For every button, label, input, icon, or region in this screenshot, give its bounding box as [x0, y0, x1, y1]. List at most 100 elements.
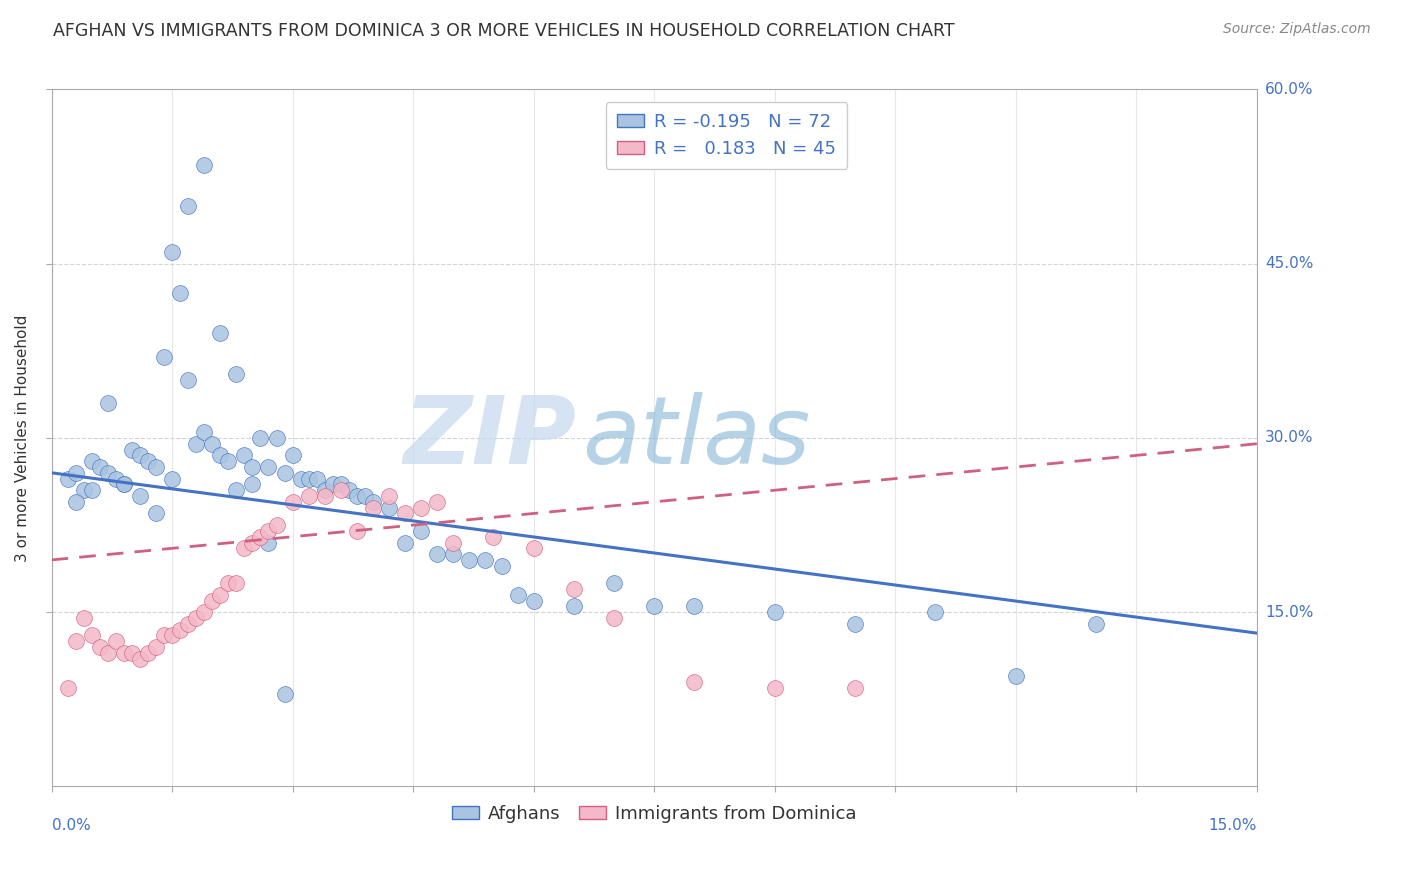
Point [844, 681, 866, 695]
Point [186, 611, 208, 625]
Point [458, 553, 481, 567]
Point [249, 530, 271, 544]
Point [394, 535, 416, 549]
Point [281, 449, 304, 463]
Text: 45.0%: 45.0% [1265, 256, 1313, 271]
Point [305, 472, 328, 486]
Text: 60.0%: 60.0% [1265, 82, 1313, 97]
Y-axis label: 3 or more Vehicles in Household: 3 or more Vehicles in Household [15, 314, 30, 562]
Point [225, 576, 247, 591]
Point [273, 687, 295, 701]
Text: Source: ZipAtlas.com: Source: ZipAtlas.com [1223, 22, 1371, 37]
Point [169, 285, 191, 300]
Point [314, 483, 336, 498]
Text: 15.0%: 15.0% [1265, 605, 1313, 620]
Point [361, 500, 384, 515]
Point [683, 599, 706, 614]
Point [491, 558, 513, 573]
Point [298, 489, 321, 503]
Point [80, 628, 103, 642]
Point [290, 472, 312, 486]
Point [329, 477, 352, 491]
Text: atlas: atlas [582, 392, 810, 483]
Point [562, 599, 585, 614]
Point [233, 541, 256, 556]
Point [441, 547, 464, 561]
Point [361, 495, 384, 509]
Point [314, 489, 336, 503]
Point [411, 524, 433, 538]
Point [924, 605, 946, 619]
Point [193, 158, 215, 172]
Point [209, 449, 232, 463]
Point [225, 367, 247, 381]
Text: 30.0%: 30.0% [1265, 431, 1313, 445]
Point [562, 582, 585, 596]
Point [65, 466, 87, 480]
Text: ZIP: ZIP [404, 392, 576, 484]
Point [145, 640, 167, 654]
Point [97, 466, 120, 480]
Point [257, 460, 280, 475]
Point [273, 466, 295, 480]
Point [225, 483, 247, 498]
Point [281, 495, 304, 509]
Point [763, 681, 786, 695]
Point [169, 623, 191, 637]
Point [129, 489, 152, 503]
Point [136, 646, 159, 660]
Point [209, 588, 232, 602]
Point [329, 483, 352, 498]
Point [523, 593, 546, 607]
Point [97, 646, 120, 660]
Point [193, 425, 215, 439]
Point [153, 350, 176, 364]
Point [346, 489, 368, 503]
Point [242, 535, 264, 549]
Point [73, 483, 96, 498]
Point [193, 605, 215, 619]
Point [65, 634, 87, 648]
Point [354, 489, 377, 503]
Point [160, 472, 183, 486]
Point [209, 326, 232, 341]
Point [104, 472, 127, 486]
Point [89, 460, 111, 475]
Point [426, 495, 449, 509]
Point [177, 373, 200, 387]
Point [56, 472, 79, 486]
Point [844, 616, 866, 631]
Point [233, 449, 256, 463]
Point [378, 489, 401, 503]
Text: 15.0%: 15.0% [1209, 818, 1257, 833]
Point [426, 547, 449, 561]
Point [1085, 616, 1108, 631]
Point [266, 518, 288, 533]
Point [1004, 669, 1026, 683]
Point [683, 674, 706, 689]
Point [603, 611, 626, 625]
Point [217, 454, 239, 468]
Point [482, 530, 505, 544]
Point [73, 611, 96, 625]
Point [298, 472, 321, 486]
Point [177, 198, 200, 212]
Legend: Afghans, Immigrants from Dominica: Afghans, Immigrants from Dominica [444, 797, 863, 830]
Point [177, 616, 200, 631]
Point [160, 245, 183, 260]
Point [337, 483, 360, 498]
Point [112, 477, 135, 491]
Point [89, 640, 111, 654]
Point [242, 460, 264, 475]
Text: 0.0%: 0.0% [52, 818, 90, 833]
Point [266, 431, 288, 445]
Point [136, 454, 159, 468]
Point [201, 593, 224, 607]
Point [97, 396, 120, 410]
Text: AFGHAN VS IMMIGRANTS FROM DOMINICA 3 OR MORE VEHICLES IN HOUSEHOLD CORRELATION C: AFGHAN VS IMMIGRANTS FROM DOMINICA 3 OR … [53, 22, 955, 40]
Point [249, 431, 271, 445]
Point [474, 553, 496, 567]
Point [80, 454, 103, 468]
Point [160, 628, 183, 642]
Point [186, 436, 208, 450]
